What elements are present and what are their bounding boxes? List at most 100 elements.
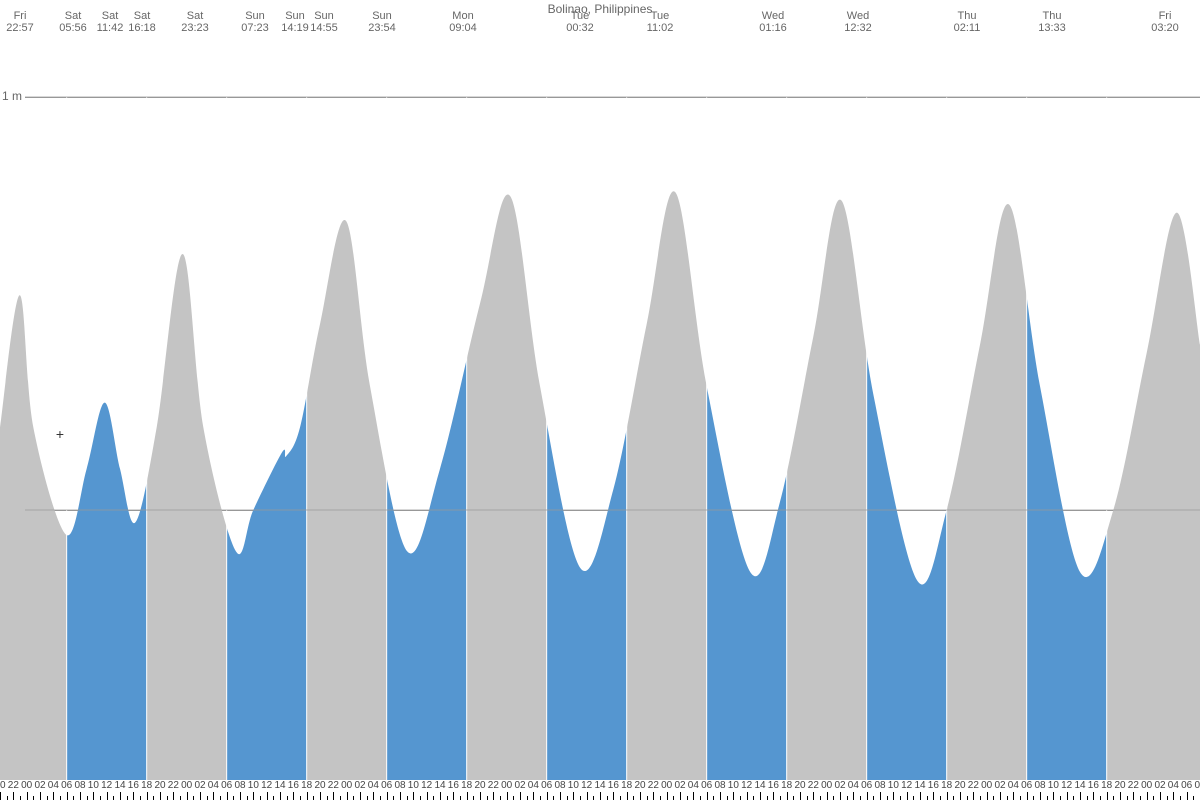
x-tick <box>480 792 481 800</box>
x-tick <box>947 792 948 800</box>
x-axis-label: 18 <box>301 780 312 791</box>
x-tick <box>1113 796 1114 800</box>
x-tick <box>407 796 408 800</box>
x-tick <box>1193 796 1194 800</box>
x-tick <box>360 792 361 800</box>
x-tick <box>800 792 801 800</box>
x-tick <box>1020 796 1021 800</box>
x-tick <box>867 792 868 800</box>
x-tick <box>453 792 454 800</box>
x-tick <box>960 792 961 800</box>
x-tick <box>60 796 61 800</box>
x-axis-label: 02 <box>674 780 685 791</box>
x-tick <box>227 792 228 800</box>
x-tick <box>787 792 788 800</box>
x-tick <box>307 792 308 800</box>
x-axis-label: 12 <box>581 780 592 791</box>
x-tick <box>780 796 781 800</box>
x-axis-label: 16 <box>768 780 779 791</box>
x-axis-label: 22 <box>8 780 19 791</box>
x-tick <box>660 796 661 800</box>
x-axis-label: 00 <box>501 780 512 791</box>
x-axis-label: 00 <box>981 780 992 791</box>
x-tick <box>200 792 201 800</box>
x-tick <box>167 796 168 800</box>
x-tick <box>253 792 254 800</box>
x-axis-label: 04 <box>1168 780 1179 791</box>
x-axis-label: 22 <box>1128 780 1139 791</box>
x-tick <box>973 792 974 800</box>
x-tick <box>180 796 181 800</box>
x-axis-label: 04 <box>208 780 219 791</box>
x-tick <box>393 796 394 800</box>
x-tick <box>400 792 401 800</box>
x-tick <box>1107 792 1108 800</box>
x-axis-label: 00 <box>21 780 32 791</box>
x-tick <box>1013 792 1014 800</box>
x-tick <box>493 792 494 800</box>
x-axis-label: 20 <box>634 780 645 791</box>
x-tick <box>427 792 428 800</box>
x-tick <box>267 792 268 800</box>
x-tick <box>1000 792 1001 800</box>
x-tick <box>667 792 668 800</box>
x-axis-label: 08 <box>234 780 245 791</box>
x-tick <box>127 796 128 800</box>
x-tick <box>373 792 374 800</box>
x-tick <box>113 796 114 800</box>
x-tick <box>260 796 261 800</box>
x-tick <box>133 792 134 800</box>
x-tick <box>773 792 774 800</box>
x-tick <box>40 792 41 800</box>
x-axis-label: 12 <box>901 780 912 791</box>
x-axis-label: 10 <box>728 780 739 791</box>
x-tick <box>833 796 834 800</box>
x-tick <box>1053 792 1054 800</box>
x-tick <box>233 796 234 800</box>
x-tick <box>760 792 761 800</box>
x-tick <box>813 792 814 800</box>
x-tick <box>633 796 634 800</box>
x-tick <box>500 796 501 800</box>
x-tick <box>287 796 288 800</box>
x-axis-label: 14 <box>914 780 925 791</box>
x-tick <box>693 792 694 800</box>
x-tick <box>340 796 341 800</box>
x-tick <box>840 792 841 800</box>
x-axis: 2022000204060810121416182022000204060810… <box>0 780 1200 800</box>
x-tick <box>673 796 674 800</box>
x-tick <box>73 796 74 800</box>
x-tick <box>1100 796 1101 800</box>
x-tick <box>680 792 681 800</box>
x-tick <box>420 796 421 800</box>
x-axis-label: 08 <box>554 780 565 791</box>
x-axis-label: 20 <box>474 780 485 791</box>
x-tick <box>147 792 148 800</box>
x-tick <box>613 792 614 800</box>
x-tick <box>440 792 441 800</box>
x-axis-label: 18 <box>781 780 792 791</box>
x-tick <box>293 792 294 800</box>
x-tick <box>527 796 528 800</box>
x-axis-label: 02 <box>994 780 1005 791</box>
x-tick <box>933 792 934 800</box>
x-tick <box>473 796 474 800</box>
x-axis-label: 08 <box>74 780 85 791</box>
x-tick <box>1073 796 1074 800</box>
x-tick <box>87 796 88 800</box>
x-axis-label: 12 <box>741 780 752 791</box>
x-axis-label: 16 <box>928 780 939 791</box>
x-axis-label: 00 <box>661 780 672 791</box>
x-tick <box>100 796 101 800</box>
x-tick <box>380 796 381 800</box>
x-tick <box>953 796 954 800</box>
x-axis-label: 10 <box>408 780 419 791</box>
x-axis-label: 14 <box>1074 780 1085 791</box>
x-tick <box>607 796 608 800</box>
crosshair-marker: + <box>56 428 64 444</box>
x-axis-label: 08 <box>1034 780 1045 791</box>
x-axis-label: 20 <box>954 780 965 791</box>
x-tick <box>547 792 548 800</box>
x-tick <box>540 796 541 800</box>
x-axis-label: 22 <box>808 780 819 791</box>
